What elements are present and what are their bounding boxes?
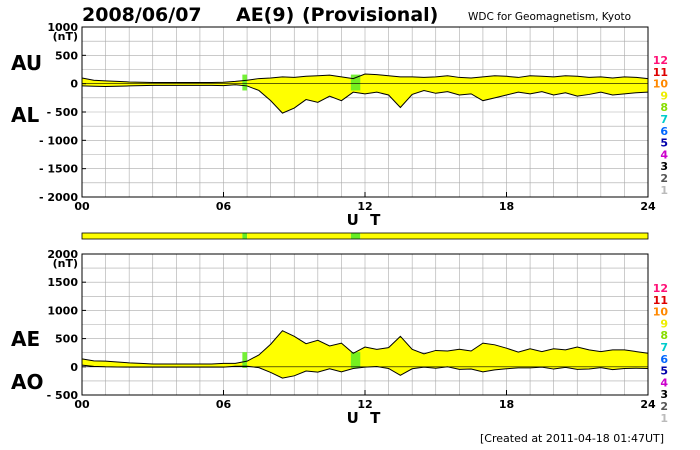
status-bar-segment [360,233,648,239]
status-bar-segment [350,233,361,239]
count-label: 5 [660,365,668,378]
y-tick-label: 0 [70,361,78,374]
y-tick-label: 500 [55,49,78,62]
status-bar-segment [247,233,351,239]
count-label: 6 [660,125,668,138]
x-tick-label: 00 [74,398,90,411]
x-tick-label: 24 [640,200,656,213]
y-unit-label: (nT) [53,30,78,43]
count-label: 10 [653,78,669,91]
index-title: AE(9) [236,4,295,26]
x-tick-label: 06 [216,200,232,213]
count-label: 2 [660,172,668,185]
count-label: 10 [653,306,669,319]
y-tick-label: - 500 [47,106,79,119]
count-label: 4 [660,148,668,161]
count-label: 9 [660,89,668,102]
series-label-al: AL [11,103,39,127]
y-tick-label: - 1500 [39,163,78,176]
count-label: 9 [660,317,668,330]
count-label: 7 [660,341,668,354]
count-label: 7 [660,113,668,126]
series-label-ae: AE [11,327,40,351]
y-tick-label: - 500 [47,389,79,402]
count-label: 1 [660,412,668,425]
count-label: 12 [653,54,668,67]
x-axis-label: U T [347,211,384,229]
count-label: 2 [660,400,668,413]
count-label: 6 [660,353,668,366]
y-tick-label: - 2000 [39,191,78,204]
count-label: 3 [660,388,668,401]
y-tick-label: 2000 [47,248,78,261]
green-patch [350,74,361,91]
x-tick-label: 24 [640,398,656,411]
y-tick-label: 500 [55,333,78,346]
count-label: 5 [660,137,668,150]
green-patch [242,352,248,368]
y-tick-label: 1500 [47,276,78,289]
series-line-ae [81,330,649,365]
status-bar-segment [242,233,248,239]
count-label: 3 [660,160,668,173]
source-label: WDC for Geomagnetism, Kyoto [468,11,632,23]
x-axis-label: U T [347,409,384,427]
status-bar-segment [82,233,243,239]
x-tick-label: 00 [74,200,90,213]
x-tick-label: 06 [216,398,232,411]
y-tick-label: 0 [70,78,78,91]
count-label: 1 [660,184,668,197]
count-label: 11 [653,66,668,79]
created-footer: [Created at 2011-04-18 01:47UT] [480,432,665,445]
count-label: 12 [653,282,668,295]
status-title: (Provisional) [302,4,439,26]
series-label-au: AU [11,51,42,75]
green-patch [242,74,248,91]
y-tick-label: 1000 [47,304,78,317]
series-line-au [81,73,649,84]
green-patch [350,352,361,368]
x-tick-label: 12 [357,398,372,411]
series-line-al [81,84,649,114]
count-label: 4 [660,376,668,389]
series-label-ao: AO [11,370,43,394]
x-tick-label: 12 [357,200,372,213]
x-tick-label: 18 [499,398,514,411]
y-tick-label: - 1000 [39,134,78,147]
x-tick-label: 18 [499,200,514,213]
status-bar-frame [81,232,649,240]
date-title: 2008/06/07 [82,4,202,26]
y-tick-label: 1000 [47,21,78,34]
count-label: 8 [660,329,668,342]
count-label: 11 [653,294,668,307]
y-unit-label: (nT) [53,257,78,270]
envelope-area [82,330,648,379]
count-label: 8 [660,101,668,114]
